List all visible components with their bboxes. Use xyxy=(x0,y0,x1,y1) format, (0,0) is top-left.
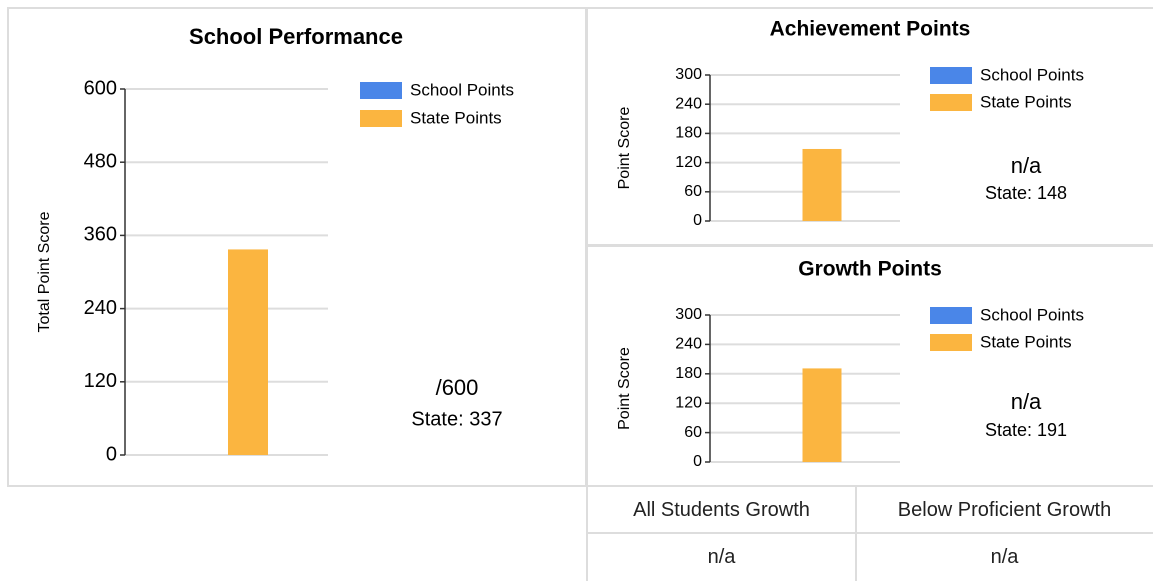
legend-swatch xyxy=(930,307,972,324)
y-tick-label: 300 xyxy=(675,306,702,323)
y-tick-label: 300 xyxy=(675,66,702,83)
y-tick-label: 240 xyxy=(84,297,117,319)
legend-label: State Points xyxy=(980,92,1072,111)
table-cell: n/a xyxy=(990,545,1019,568)
y-tick-label: 240 xyxy=(675,336,702,353)
y-tick-label: 180 xyxy=(675,365,702,382)
y-tick-label: 600 xyxy=(84,77,117,99)
y-tick-label: 60 xyxy=(684,424,702,441)
y-tick-label: 0 xyxy=(693,212,702,229)
chart-title: Achievement Points xyxy=(770,18,971,41)
table-cell: n/a xyxy=(707,545,736,568)
panel-border xyxy=(586,245,1153,487)
annotation: /600 xyxy=(436,375,479,400)
annotation: State: 337 xyxy=(411,408,502,430)
legend-swatch xyxy=(930,94,972,111)
annotation: State: 191 xyxy=(985,420,1067,440)
y-tick-label: 360 xyxy=(84,224,117,246)
legend-swatch xyxy=(930,334,972,351)
y-axis-label: Point Score xyxy=(616,107,633,190)
legend-swatch xyxy=(930,67,972,84)
annotation: n/a xyxy=(1011,389,1042,414)
y-tick-label: 180 xyxy=(675,125,702,142)
y-tick-label: 0 xyxy=(106,443,117,465)
legend-swatch xyxy=(360,82,402,99)
legend-swatch xyxy=(360,110,402,127)
y-tick-label: 120 xyxy=(675,154,702,171)
legend-label: School Points xyxy=(980,65,1084,84)
chart-title: Growth Points xyxy=(798,258,942,281)
y-tick-label: 0 xyxy=(693,453,702,470)
y-tick-label: 120 xyxy=(675,394,702,411)
y-tick-label: 240 xyxy=(675,95,702,112)
bar xyxy=(228,249,268,455)
legend-label: State Points xyxy=(980,332,1072,351)
table-header: Below Proficient Growth xyxy=(897,498,1112,521)
legend-label: State Points xyxy=(410,108,502,127)
panel-border xyxy=(586,7,1153,246)
table-header: All Students Growth xyxy=(633,498,810,521)
legend-label: School Points xyxy=(980,305,1084,324)
bar xyxy=(802,368,842,462)
y-axis-label: Total Point Score xyxy=(36,211,53,332)
y-axis-label: Point Score xyxy=(616,347,633,430)
y-tick-label: 480 xyxy=(84,150,117,172)
y-tick-label: 120 xyxy=(84,370,117,392)
annotation: n/a xyxy=(1011,153,1042,178)
bar xyxy=(802,148,842,221)
annotation: State: 148 xyxy=(985,183,1067,203)
legend-label: School Points xyxy=(410,80,514,99)
y-tick-label: 60 xyxy=(684,183,702,200)
chart-title: School Performance xyxy=(189,24,403,49)
